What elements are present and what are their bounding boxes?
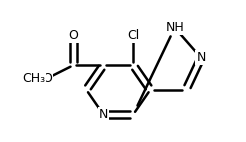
Text: N: N <box>196 51 206 64</box>
Text: NH: NH <box>165 21 184 34</box>
Text: N: N <box>99 108 108 121</box>
Text: O: O <box>68 29 78 42</box>
Text: O: O <box>42 72 52 85</box>
Text: Cl: Cl <box>127 29 139 42</box>
Text: CH₃: CH₃ <box>22 72 45 85</box>
